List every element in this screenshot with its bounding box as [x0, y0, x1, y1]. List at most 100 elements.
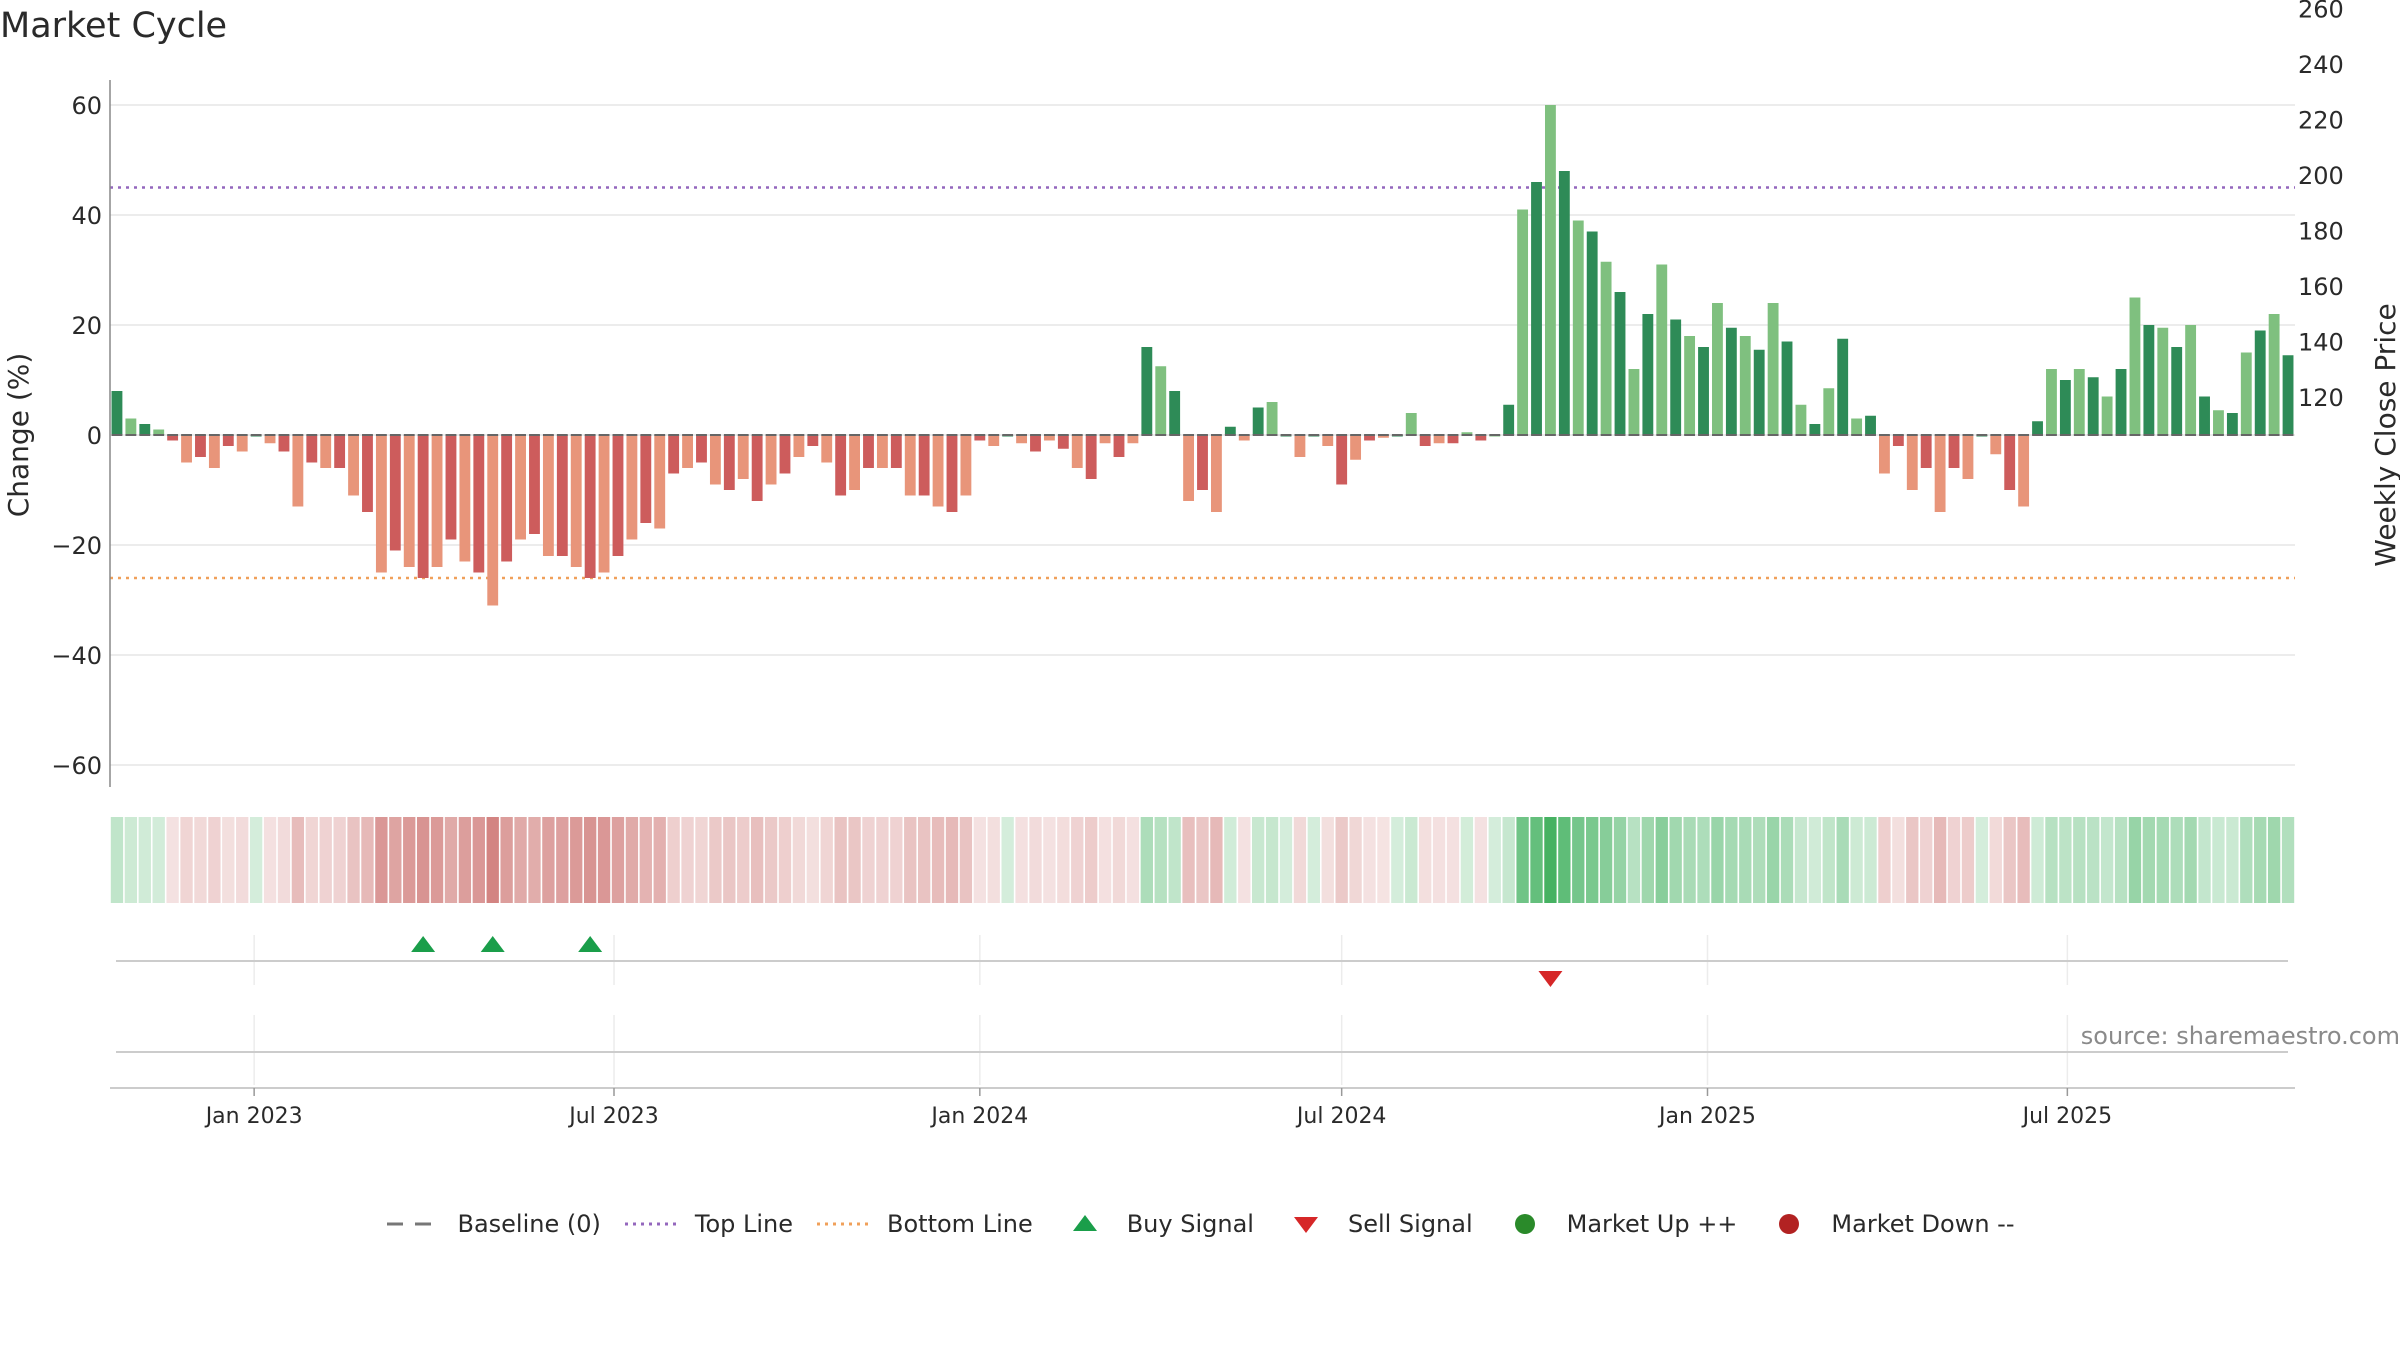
strip-cell	[1377, 817, 1390, 903]
strip-cell	[1920, 817, 1933, 903]
bar	[946, 435, 958, 512]
legend-item-market-down[interactable]: Market Down --	[1759, 1210, 2015, 1238]
bar	[1642, 314, 1654, 435]
bar	[320, 435, 332, 468]
legend-item-sell-signal[interactable]: Sell Signal	[1276, 1210, 1473, 1238]
y2-tick-label: 120	[2298, 384, 2344, 412]
bar	[1127, 435, 1139, 444]
strip-cell	[2198, 817, 2211, 903]
strip-cell	[667, 817, 680, 903]
bar	[2185, 325, 2197, 435]
x-tick-label: Jul 2023	[567, 1104, 659, 1129]
bar	[1016, 435, 1028, 444]
bar	[529, 435, 540, 534]
bar	[1350, 435, 1362, 460]
legend-label: Buy Signal	[1126, 1210, 1254, 1238]
bar	[1461, 432, 1473, 435]
triangle-down-icon	[1276, 1212, 1336, 1236]
strip-cell	[834, 817, 847, 903]
strip-cell	[375, 817, 388, 903]
bar	[779, 435, 791, 474]
strip-cell	[2003, 817, 2016, 903]
strip-cell	[305, 817, 318, 903]
strip-cell	[1432, 817, 1446, 903]
strip-cell	[1140, 817, 1153, 903]
red-circle-icon	[1759, 1212, 1819, 1236]
bar	[111, 391, 123, 435]
bar	[1503, 404, 1515, 435]
strip-cell	[2114, 817, 2128, 903]
bar	[1057, 435, 1069, 449]
strip-cell	[1182, 817, 1195, 903]
strip-cell	[1975, 817, 1989, 903]
bar	[2004, 435, 2016, 490]
x-tick-label: Jan 2025	[1657, 1104, 1756, 1129]
bar	[2268, 314, 2280, 435]
bar	[2199, 396, 2210, 435]
strip-cell	[2059, 817, 2072, 903]
y-tick-label: −20	[51, 532, 102, 560]
triangle-up-icon	[1055, 1212, 1115, 1236]
bottom-line-swatch-icon	[815, 1212, 875, 1236]
bar	[1405, 413, 1417, 435]
strip-cell	[222, 817, 235, 903]
legend-item-top-line[interactable]: Top Line	[623, 1210, 793, 1238]
strip-cell	[806, 817, 819, 903]
strip-cell	[1683, 817, 1696, 903]
strip-cell	[2087, 817, 2100, 903]
bar	[1656, 264, 1668, 435]
bar	[2073, 369, 2085, 435]
bar	[807, 435, 819, 446]
strip-cell	[1446, 817, 1460, 903]
y2-tick-label: 160	[2298, 273, 2344, 301]
strip-cell	[639, 817, 652, 903]
bar	[682, 435, 693, 468]
bar	[960, 435, 972, 496]
strip-cell	[1558, 817, 1571, 903]
strip-cell	[2184, 817, 2197, 903]
strip-cell	[2142, 817, 2156, 903]
bar	[1322, 435, 1334, 446]
strip-cell	[416, 817, 430, 903]
y2-tick-label: 200	[2298, 162, 2344, 190]
bar	[2046, 369, 2057, 435]
bar	[334, 435, 346, 468]
strip-cell	[1154, 817, 1167, 903]
strip-cell	[597, 817, 611, 903]
bar	[612, 435, 624, 556]
strip-cell	[2100, 817, 2114, 903]
y2-tick-label: 260	[2298, 0, 2344, 24]
bar	[1712, 303, 1723, 435]
strip-cell	[166, 817, 179, 903]
bar	[890, 435, 902, 468]
strip-cell	[848, 817, 861, 903]
strip-cell	[1808, 817, 1822, 903]
y-tick-label: 20	[71, 312, 102, 340]
bar	[375, 435, 387, 573]
legend-item-baseline[interactable]: Baseline (0)	[385, 1210, 601, 1238]
bar	[222, 435, 234, 446]
bar	[723, 435, 735, 490]
bar	[473, 435, 485, 573]
strip-cell	[709, 817, 722, 903]
y-tick-label: −60	[51, 752, 102, 780]
bar	[1795, 404, 1807, 435]
legend-item-market-up[interactable]: Market Up ++	[1495, 1210, 1737, 1238]
strip-cell	[2031, 817, 2044, 903]
bar	[2282, 355, 2294, 435]
legend: Baseline (0) Top Line Bottom Line Buy Si…	[0, 1210, 2400, 1238]
y-tick-label: 60	[71, 92, 102, 120]
legend-label: Sell Signal	[1347, 1210, 1473, 1238]
strip-cell	[180, 817, 193, 903]
strip-cell	[625, 817, 639, 903]
legend-item-buy-signal[interactable]: Buy Signal	[1055, 1210, 1254, 1238]
source-credit: source: sharemaestro.com	[2080, 1022, 2400, 1050]
bar	[431, 435, 443, 567]
bar	[1364, 435, 1375, 441]
bar	[167, 435, 179, 441]
bar	[863, 435, 874, 468]
legend-item-bottom-line[interactable]: Bottom Line	[815, 1210, 1033, 1238]
x-axis: Jan 2023 Jul 2023 Jan 2024 Jul 2024 Jan 2025…	[110, 1087, 2295, 1129]
